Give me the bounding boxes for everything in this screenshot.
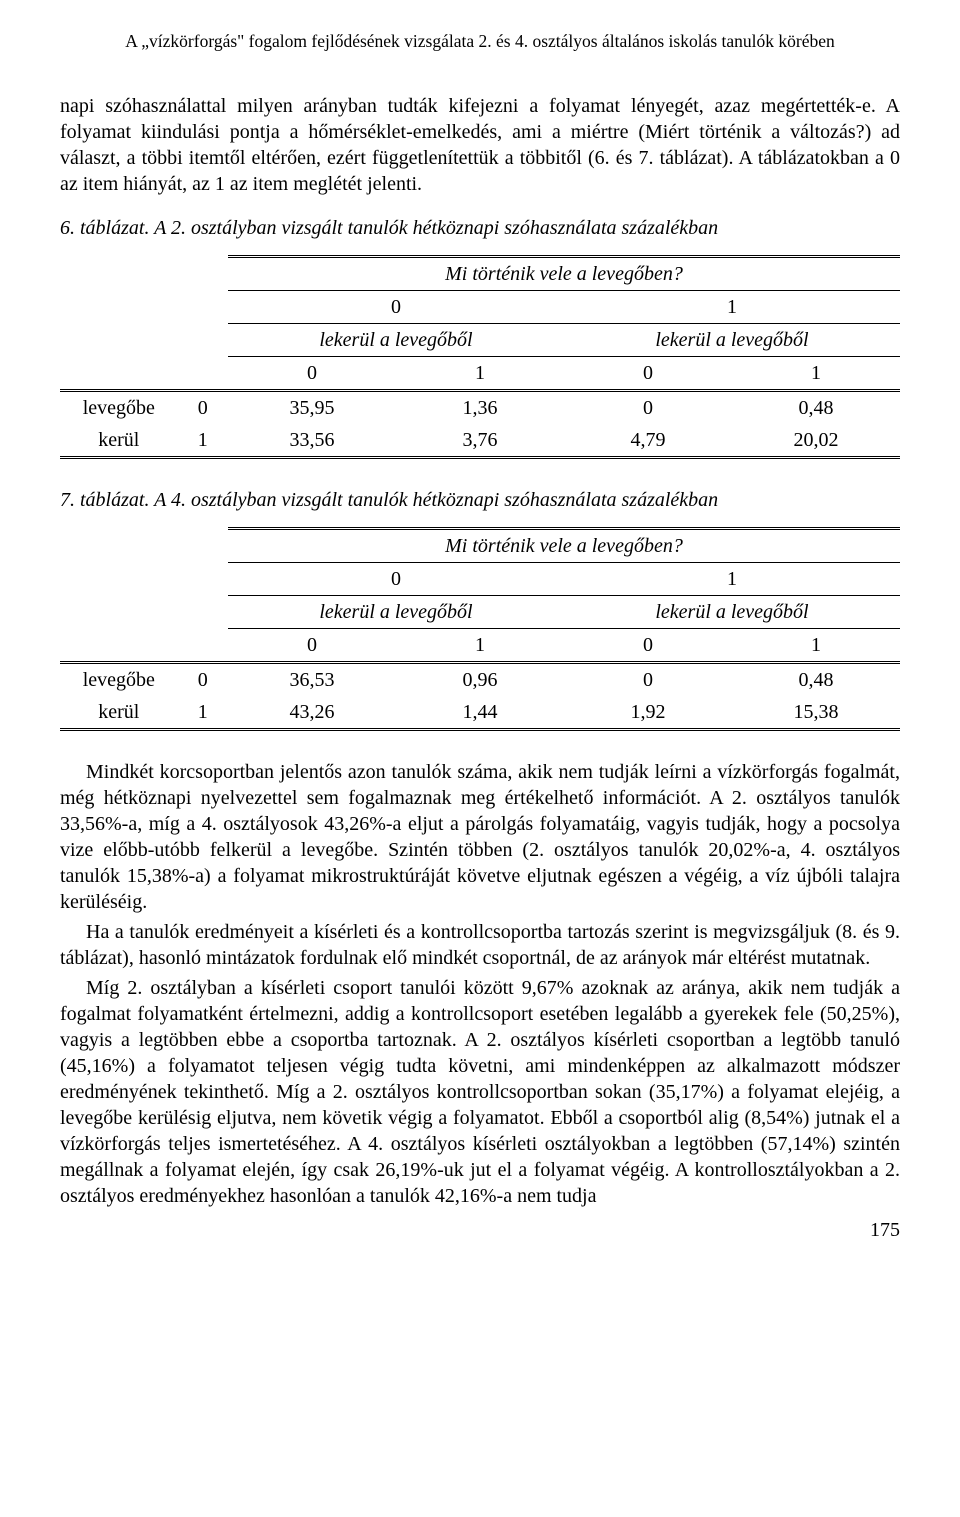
table-6-r0c0: 35,95 <box>228 390 396 424</box>
table-7-subcol-01: 1 <box>396 628 564 662</box>
table-6-subcol-00: 0 <box>228 356 396 390</box>
table-7: Mi történik vele a levegőben? 0 1 lekerü… <box>60 527 900 731</box>
table-6-r1c1: 3,76 <box>396 424 564 458</box>
table-6-subcol-01: 1 <box>396 356 564 390</box>
table-7-subheader-left: lekerül a levegőből <box>228 595 564 628</box>
table-7-rowlabel-main: levegőbe <box>60 662 178 696</box>
table-6-r0c2: 0 <box>564 390 732 424</box>
table-7-r0c3: 0,48 <box>732 662 900 696</box>
table-6-rowkey-1: 1 <box>178 424 228 458</box>
table-6-r1c0: 33,56 <box>228 424 396 458</box>
table-6-col1: 1 <box>564 290 900 323</box>
table-7-r1c3: 15,38 <box>732 696 900 730</box>
table-7-subcol-10: 0 <box>564 628 732 662</box>
table-6: Mi történik vele a levegőben? 0 1 lekerü… <box>60 255 900 459</box>
paragraph-2: Mindkét korcsoportban jelentős azon tanu… <box>60 759 900 915</box>
table-6-superheader: Mi történik vele a levegőben? <box>228 256 900 290</box>
table-7-rowkey-1: 1 <box>178 696 228 730</box>
table-7-r1c2: 1,92 <box>564 696 732 730</box>
table-6-caption: 6. táblázat. A 2. osztályban vizsgált ta… <box>60 215 900 241</box>
table-6-r0c3: 0,48 <box>732 390 900 424</box>
table-6-subcol-10: 0 <box>564 356 732 390</box>
table-6-r1c2: 4,79 <box>564 424 732 458</box>
table-7-r1c0: 43,26 <box>228 696 396 730</box>
table-7-subcol-00: 0 <box>228 628 396 662</box>
table-7-caption: 7. táblázat. A 4. osztályban vizsgált ta… <box>60 487 900 513</box>
paragraph-4: Míg 2. osztályban a kísérleti csoport ta… <box>60 975 900 1209</box>
page-number: 175 <box>60 1217 900 1243</box>
running-header: A „vízkörforgás" fogalom fejlődésének vi… <box>60 30 900 53</box>
table-7-r0c0: 36,53 <box>228 662 396 696</box>
table-6-subheader-left: lekerül a levegőből <box>228 323 564 356</box>
table-7-r0c1: 0,96 <box>396 662 564 696</box>
table-7-r0c2: 0 <box>564 662 732 696</box>
table-6-col0: 0 <box>228 290 564 323</box>
table-7-col1: 1 <box>564 562 900 595</box>
table-7-rowkey-0: 0 <box>178 662 228 696</box>
table-6-r0c1: 1,36 <box>396 390 564 424</box>
table-7-r1c1: 1,44 <box>396 696 564 730</box>
table-6-rowlabel-sub: kerül <box>60 424 178 458</box>
table-6-r1c3: 20,02 <box>732 424 900 458</box>
table-7-col0: 0 <box>228 562 564 595</box>
table-6-subheader-right: lekerül a levegőből <box>564 323 900 356</box>
table-6-subcol-11: 1 <box>732 356 900 390</box>
table-6-rowlabel-main: levegőbe <box>60 390 178 424</box>
paragraph-3: Ha a tanulók eredményeit a kísérleti és … <box>60 919 900 971</box>
table-7-rowlabel-sub: kerül <box>60 696 178 730</box>
table-7-subcol-11: 1 <box>732 628 900 662</box>
paragraph-1: napi szóhasználattal milyen arányban tud… <box>60 93 900 197</box>
table-6-rowkey-0: 0 <box>178 390 228 424</box>
table-7-subheader-right: lekerül a levegőből <box>564 595 900 628</box>
table-7-superheader: Mi történik vele a levegőben? <box>228 528 900 562</box>
